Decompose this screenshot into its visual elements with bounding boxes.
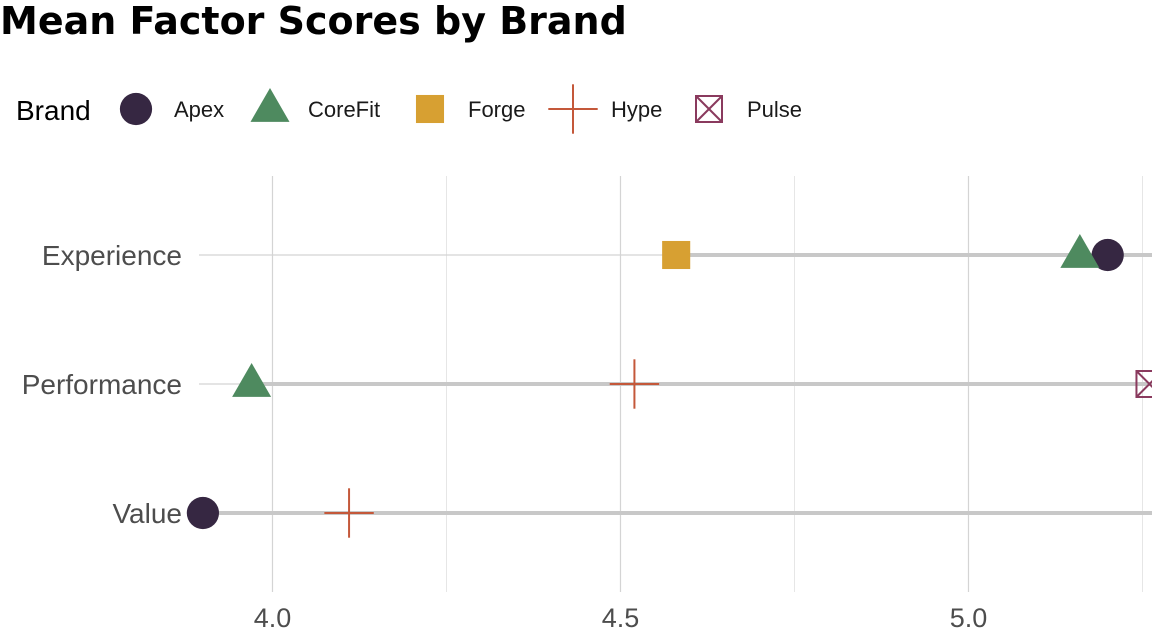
x-tick-label: 5.0 — [950, 603, 988, 633]
point-forge-experience — [662, 240, 691, 270]
legend-key-hype — [548, 84, 598, 134]
legend-key-corefit — [250, 88, 290, 122]
y-tick-label: Value — [112, 498, 182, 529]
legend-key-apex — [119, 92, 153, 126]
data-points — [186, 234, 1152, 538]
legend-label-pulse: Pulse — [747, 97, 802, 122]
legend-label-corefit: CoreFit — [308, 97, 380, 122]
point-pulse-performance — [1135, 370, 1152, 398]
point-corefit-experience — [1060, 234, 1100, 268]
point-hype-value — [324, 488, 374, 538]
point-apex-experience — [1091, 238, 1124, 272]
y-tick-label: Performance — [22, 369, 182, 400]
point-apex-value — [186, 496, 220, 530]
legend-key-pulse — [695, 95, 723, 123]
legend-label-forge: Forge — [468, 97, 525, 122]
chart-title: Mean Factor Scores by Brand — [0, 0, 627, 43]
x-tick-label: 4.5 — [602, 603, 640, 633]
legend: Brand Apex CoreFit Forge Hype Pulse — [16, 84, 802, 134]
point-corefit-performance — [232, 363, 272, 397]
point-hype-performance — [609, 359, 660, 409]
y-axis: Experience Performance Value — [22, 240, 182, 529]
y-tick-label: Experience — [42, 240, 182, 271]
legend-label-hype: Hype — [611, 97, 662, 122]
legend-title: Brand — [16, 95, 91, 126]
legend-key-forge — [415, 94, 445, 124]
x-axis: 4.04.55.05.56.06.5 — [254, 603, 988, 633]
legend-label-apex: Apex — [174, 97, 224, 122]
range-lines — [202, 253, 1152, 515]
x-tick-label: 4.0 — [254, 603, 292, 633]
